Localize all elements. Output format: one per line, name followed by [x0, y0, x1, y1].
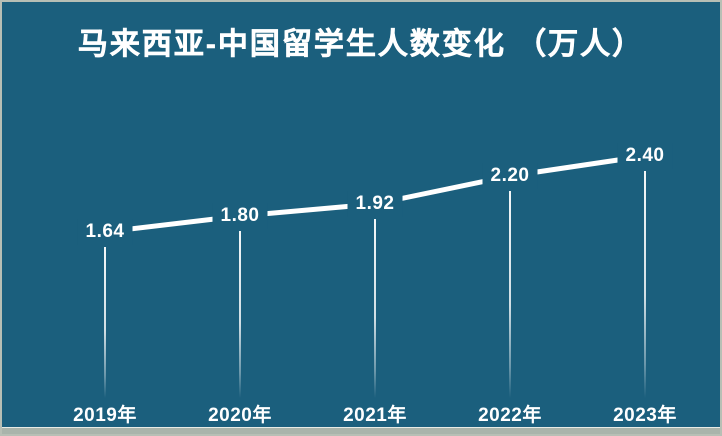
x-tick-label-2019年: 2019年	[73, 405, 137, 426]
x-tick-label-2023年: 2023年	[613, 405, 677, 426]
point-stem-2020年	[239, 231, 241, 398]
window-edge-strip	[2, 427, 720, 434]
point-stem-2021年	[374, 219, 376, 398]
value-label-2022年: 2.20	[482, 163, 538, 189]
point-stem-2023年	[644, 171, 646, 398]
value-label-2020年: 1.80	[212, 203, 268, 229]
x-tick-label-2022年: 2022年	[478, 405, 542, 426]
value-label-2021年: 1.92	[347, 191, 403, 217]
chart-title: 马来西亚-中国留学生人数变化 （万人）	[77, 28, 645, 62]
value-label-2023年: 2.40	[617, 143, 673, 169]
point-stem-2019年	[104, 247, 106, 398]
x-tick-label-2021年: 2021年	[343, 405, 407, 426]
point-stem-2022年	[509, 191, 511, 398]
value-label-2019年: 1.64	[77, 219, 133, 245]
x-tick-label-2020年: 2020年	[208, 405, 272, 426]
